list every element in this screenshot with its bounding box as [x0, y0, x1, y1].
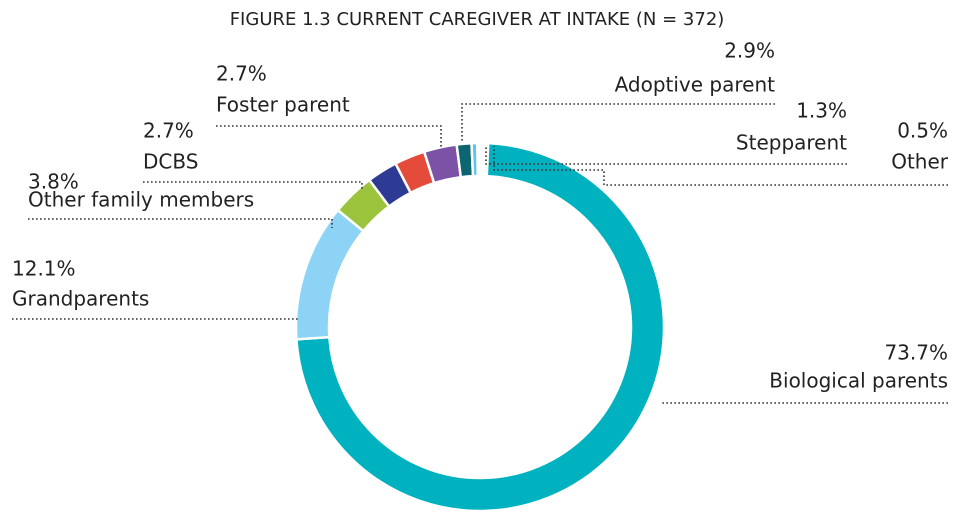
- value-label: 2.7%: [216, 62, 267, 86]
- category-label: DCBS: [143, 150, 198, 174]
- value-label: 2.9%: [724, 39, 775, 63]
- category-label: Other: [891, 150, 949, 174]
- chart-title: FIGURE 1.3 CURRENT CAREGIVER AT INTAKE (…: [230, 9, 725, 30]
- donut-slice: [295, 141, 666, 513]
- leader-line: [216, 125, 442, 148]
- category-label: Grandparents: [12, 287, 149, 311]
- value-label: 0.5%: [897, 119, 948, 143]
- value-label: 12.1%: [12, 257, 76, 281]
- leader-line: [485, 146, 847, 165]
- leader-line: [493, 146, 948, 186]
- category-label: Stepparent: [736, 131, 847, 155]
- donut-slice: [470, 141, 480, 178]
- value-label: 1.3%: [796, 99, 847, 123]
- leader-line: [28, 218, 333, 228]
- category-label: Foster parent: [216, 93, 350, 117]
- category-label: Other family members: [28, 188, 254, 212]
- value-label: 2.7%: [143, 119, 194, 143]
- value-label: 73.7%: [884, 341, 948, 365]
- donut-slice: [294, 208, 366, 341]
- category-label: Adoptive parent: [615, 73, 776, 97]
- category-label: Biological parents: [769, 369, 948, 393]
- leader-line: [461, 103, 775, 142]
- leader-line: [143, 181, 363, 190]
- value-label: 3.8%: [28, 170, 79, 194]
